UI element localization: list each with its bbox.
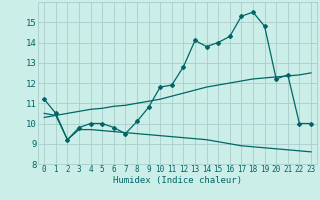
X-axis label: Humidex (Indice chaleur): Humidex (Indice chaleur)	[113, 176, 242, 185]
